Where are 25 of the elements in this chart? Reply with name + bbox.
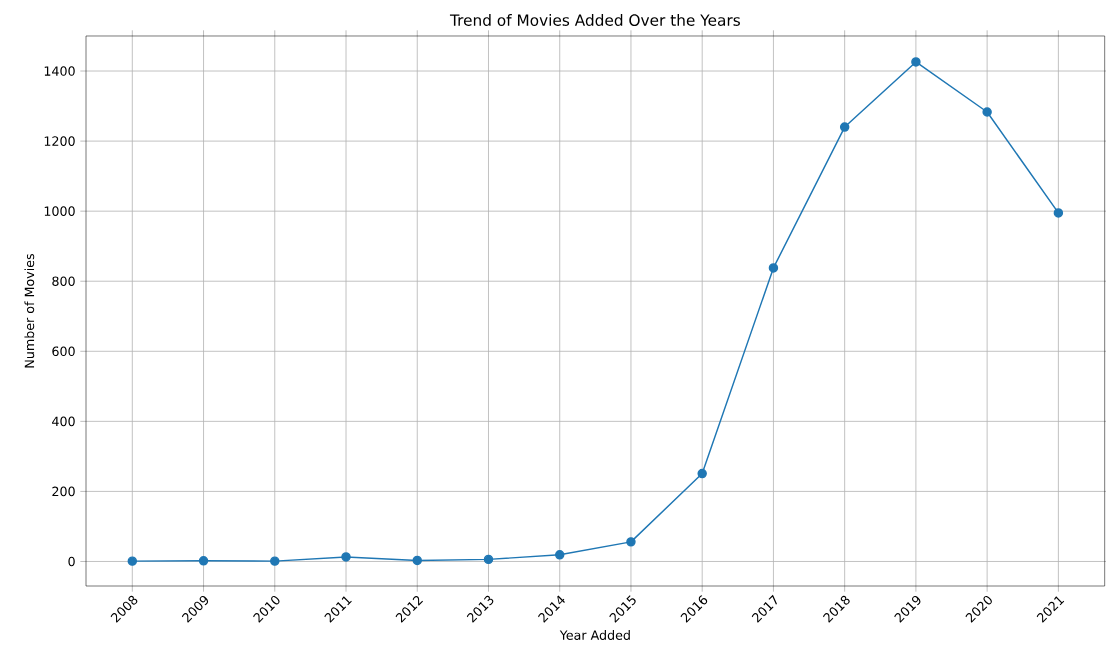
point: [982, 107, 992, 117]
point: [127, 556, 138, 566]
y-tick-label: 600: [52, 346, 75, 357]
point: [839, 122, 850, 132]
point: [697, 468, 707, 479]
y-axis-title: Number of Movies: [24, 254, 35, 368]
point: [198, 556, 209, 566]
point: [1053, 208, 1064, 218]
y-tick-label: 1200: [44, 136, 75, 146]
x-axis-title: Year Added: [559, 630, 630, 640]
y-tick-label: 1000: [44, 206, 75, 216]
y-tick-label: 200: [52, 486, 75, 497]
point: [626, 537, 636, 547]
point: [341, 552, 351, 562]
point: [768, 263, 779, 273]
y-tick-label: 1400: [44, 66, 75, 76]
point: [270, 556, 280, 566]
y-tick-label: 400: [52, 416, 75, 427]
chart-title: Trend of Movies Added Over the Years: [449, 14, 740, 26]
y-tick-label: 800: [52, 276, 75, 287]
point: [554, 550, 565, 560]
point: [412, 555, 422, 566]
y-tick-label: 0: [68, 556, 75, 567]
point: [911, 57, 921, 67]
point: [483, 554, 494, 565]
